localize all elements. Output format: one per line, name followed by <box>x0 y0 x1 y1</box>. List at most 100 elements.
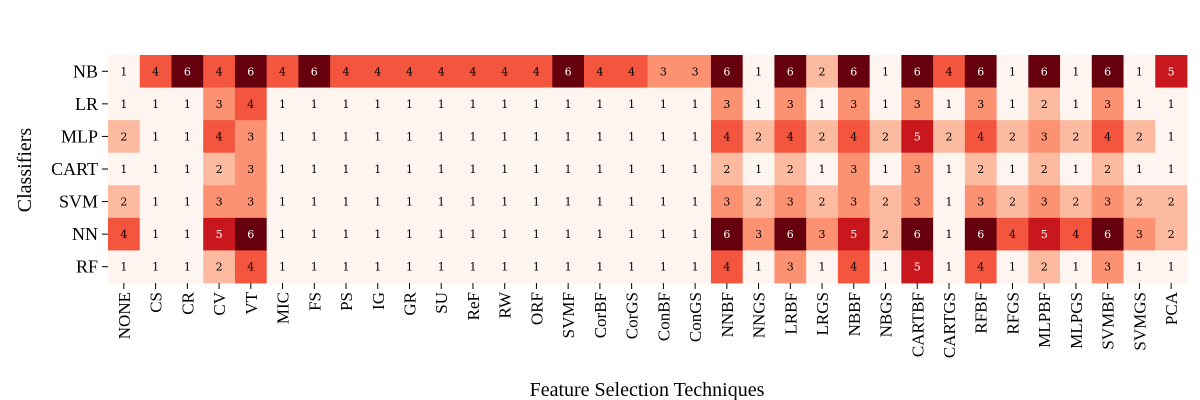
cell-value-label: 3 <box>914 163 921 176</box>
cell-value-label: 4 <box>469 65 476 78</box>
heatmap-cell-NB-SU <box>425 55 458 88</box>
cell-value-label: 1 <box>628 261 635 274</box>
y-tick-label: MLP <box>61 126 98 146</box>
cell-value-label: 1 <box>660 196 667 209</box>
cell-value-label: 1 <box>596 228 603 241</box>
heatmap-cell-LR-MIC <box>266 87 299 121</box>
cell-value-label: 1 <box>311 228 318 241</box>
heatmap-cell-CART-CS <box>139 152 172 186</box>
heatmap-cell-SVM-NNGS <box>742 185 775 219</box>
x-tick-label: SU <box>432 292 451 314</box>
heatmap-cell-CART-LRBF <box>774 152 807 186</box>
heatmap-cell-NN-RFGS <box>996 217 1029 251</box>
heatmap-cell-SVM-CV <box>203 185 236 219</box>
heatmap-cell-MLP-MLPBF <box>1028 120 1061 154</box>
heatmap-cell-MLP-NBGS <box>869 120 902 154</box>
cell-value-label: 1 <box>311 98 318 111</box>
cell-value-label: 3 <box>977 196 984 209</box>
y-tick-labels: NB LR MLP CART SVM NN RF <box>51 61 108 277</box>
heatmap-cell-MLP-CorBF <box>584 120 617 154</box>
heatmap-cell-SVM-SU <box>425 185 458 219</box>
cell-value-label: 1 <box>152 98 159 111</box>
cell-value-label: 6 <box>247 65 254 78</box>
heatmap-cell-CART-GR <box>393 152 426 186</box>
heatmap-cell-CART-ORF <box>520 152 553 186</box>
heatmap-cell-CART-NBGS <box>869 152 902 186</box>
heatmap-cell-NN-NNGS <box>742 217 775 251</box>
cell-value-label: 4 <box>216 130 223 143</box>
cell-value-label: 3 <box>692 65 699 78</box>
heatmap-cell-LR-SVMF <box>552 87 585 121</box>
x-tick-label: NNBF <box>718 292 737 337</box>
heatmap-cell-MLP-SVMGS <box>1123 120 1156 154</box>
cell-value-label: 1 <box>596 130 603 143</box>
cell-value-label: 1 <box>311 196 318 209</box>
cell-value-label: 3 <box>723 196 730 209</box>
heatmap-cell-NN-CV <box>203 217 236 251</box>
cell-value-label: 1 <box>1168 163 1175 176</box>
heatmap-cell-NB-MLPGS <box>1060 55 1093 88</box>
heatmap-cell-MLP-ORF <box>520 120 553 154</box>
cell-value-label: 1 <box>660 261 667 274</box>
heatmap-cell-LR-CARTBF <box>901 87 934 121</box>
heatmap-cell-RF-ConGS <box>679 250 712 284</box>
heatmap-cell-NN-ConGS <box>679 217 712 251</box>
heatmap-cell-MLP-VT <box>234 120 268 154</box>
x-tick-label: CorGS <box>623 292 642 339</box>
cell-value-label: 4 <box>787 130 794 143</box>
heatmap-cell-SVM-CR <box>171 185 204 219</box>
cell-value-label: 6 <box>247 228 254 241</box>
cell-value-label: 5 <box>914 130 921 143</box>
heatmap-cell-CART-SVMGS <box>1123 152 1156 186</box>
heatmap-cell-NN-CR <box>171 217 204 251</box>
cell-value-label: 1 <box>1168 98 1175 111</box>
cell-value-label: 1 <box>120 163 127 176</box>
cell-value-label: 1 <box>374 98 381 111</box>
cell-value-label: 1 <box>184 130 191 143</box>
cell-value-label: 1 <box>311 261 318 274</box>
heatmap-cell-RF-GR <box>393 250 426 284</box>
cell-value-label: 1 <box>660 228 667 241</box>
y-axis-label: Classifiers <box>14 128 36 213</box>
heatmap-cell-RF-NBBF <box>837 250 871 284</box>
y-tick-label: LR <box>75 94 98 114</box>
heatmap-cell-SVM-RFBF <box>964 185 997 219</box>
x-tick-label: CR <box>178 291 197 314</box>
cell-value-label: 1 <box>1168 130 1175 143</box>
cell-value-label: 1 <box>1009 98 1016 111</box>
heatmap-cells: 1 4 6 4 6 4 6 4 4 4 4 4 4 4 6 4 4 3 3 6 1 6 2 6 1 6 4 6 1 6 1 6 1 5 1 1 1 3 4 1… <box>108 55 1188 284</box>
heatmap-cell-MLP-CARTGS <box>933 120 966 154</box>
cell-value-label: 4 <box>977 130 984 143</box>
x-tick-labels: NONE CS CR CV VT MIC FS PS IG GR SU ReF RW ORF SVMF Cor… <box>115 283 1181 358</box>
heatmap-cell-NB-GR <box>393 55 426 88</box>
cell-value-label: 4 <box>343 65 350 78</box>
heatmap-cell-NN-PCA <box>1155 217 1188 251</box>
cell-value-label: 2 <box>723 163 730 176</box>
heatmap-cell-NN-SVMGS <box>1123 217 1156 251</box>
y-tick-label: CART <box>51 159 98 179</box>
cell-value-label: 1 <box>755 65 762 78</box>
heatmap-cell-LR-PCA <box>1155 87 1188 121</box>
cell-value-label: 1 <box>152 261 159 274</box>
heatmap-cell-MLP-CV <box>203 120 236 154</box>
cell-value-label: 1 <box>438 261 445 274</box>
cell-value-label: 2 <box>977 163 984 176</box>
x-tick-label: PCA <box>1162 291 1181 325</box>
heatmap-cell-NN-ConBF <box>647 217 680 251</box>
heatmap-cell-RF-VT <box>234 250 268 284</box>
cell-value-label: 1 <box>152 228 159 241</box>
cell-value-label: 4 <box>247 261 254 274</box>
heatmap-cell-NB-ConBF <box>647 55 680 88</box>
heatmap-cell-CART-MIC <box>266 152 299 186</box>
cell-value-label: 1 <box>628 196 635 209</box>
heatmap-cell-NB-SVMBF <box>1091 55 1124 88</box>
cell-value-label: 5 <box>850 228 857 241</box>
cell-value-label: 1 <box>692 196 699 209</box>
cell-value-label: 1 <box>819 261 826 274</box>
heatmap-cell-LR-FS <box>298 87 331 121</box>
heatmap-cell-NB-CV <box>203 55 236 88</box>
cell-value-label: 6 <box>787 228 794 241</box>
heatmap-cell-SVM-NNBF <box>710 185 744 219</box>
heatmap-cell-RF-CR <box>171 250 204 284</box>
